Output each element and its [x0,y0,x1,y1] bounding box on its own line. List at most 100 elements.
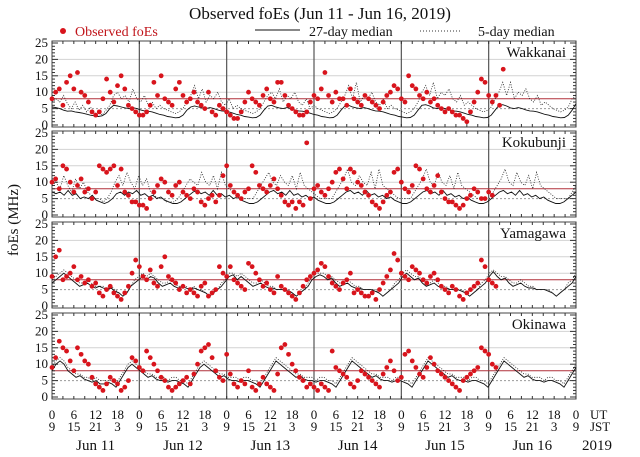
observed-point [129,270,135,276]
observed-point [468,287,473,292]
observed-point [220,173,226,179]
observed-point [311,93,317,98]
median5-line [51,80,577,116]
observed-point [464,374,470,380]
observed-point [369,99,375,105]
observed-point [297,112,302,118]
observed-point [428,189,433,195]
x-tick-label-jst: 3 [551,419,558,434]
y-tick-label: 15 [35,340,48,355]
observed-point [209,290,215,296]
observed-point [213,368,219,374]
observed-point [286,102,291,108]
observed-point [457,293,462,299]
observed-point [402,99,408,105]
observed-point [424,365,430,370]
observed-point [249,163,255,169]
median27-line [51,360,577,388]
observed-point [147,102,153,108]
observed-point [126,192,131,198]
observed-point [442,287,448,292]
observed-point [358,368,364,374]
observed-point [293,297,299,302]
observed-point [329,179,335,185]
observed-point [446,199,452,205]
day-label: Jun 11 [76,438,115,454]
x-tick-label-ut: 0 [485,407,492,422]
x-tick-label-ut: 6 [71,407,78,422]
observed-point [235,280,240,286]
observed-point [93,381,99,387]
observed-point [202,202,208,208]
observed-point [482,196,488,202]
observed-point [286,351,291,357]
observed-point [453,384,459,390]
observed-point [395,86,401,92]
observed-point [198,102,204,108]
observed-point [231,381,237,387]
observed-point [267,384,273,390]
observed-point [227,371,233,377]
observed-point [286,290,291,296]
observed-point [329,348,335,354]
observed-point [278,345,284,351]
observed-point [304,384,310,390]
observed-point [162,254,168,260]
observed-point [446,290,452,296]
observed-point [438,371,444,377]
observed-point [166,384,171,390]
observed-point [238,109,244,115]
observed-point [500,66,506,72]
observed-point [133,358,139,364]
x-tick-label-ut: 18 [548,407,561,422]
observed-point [227,112,233,118]
observed-point [169,192,175,198]
y-tick-label: 25 [35,125,48,140]
observed-point [169,388,175,393]
observed-point [293,109,299,115]
observed-point [147,196,153,202]
observed-point [377,206,382,211]
observed-point [333,169,339,175]
y-tick-label: 5 [42,373,49,388]
observed-point [435,277,441,283]
observed-point [82,189,88,195]
observed-point [355,99,361,105]
observed-point [282,93,288,98]
observed-point [126,378,131,383]
observed-point [93,280,99,286]
observed-point [260,93,266,98]
x-tick-label-ut: 12 [177,407,190,422]
observed-point [380,371,386,377]
observed-point [158,264,164,270]
observed-point [71,264,77,270]
observed-point [358,290,364,296]
observed-point [413,163,419,169]
observed-point [216,264,222,270]
observed-point [351,169,357,175]
observed-point [271,388,277,393]
y-tick-label: 10 [35,174,48,189]
observed-point [71,368,77,374]
observed-point [162,378,168,383]
observed-point [369,378,375,383]
observed-point [191,290,197,296]
observed-point [96,384,102,390]
observed-point [133,109,139,115]
observed-point [438,106,444,111]
observed-point [267,287,273,292]
x-tick-label-ut: 12 [89,407,102,422]
observed-point [431,96,437,102]
observed-point [417,371,422,377]
observed-point [428,355,433,361]
observed-point [420,374,426,380]
observed-point [75,277,80,283]
observed-point [271,99,277,105]
observed-point [238,378,244,383]
observed-point [184,192,190,198]
observed-point [409,264,415,270]
x-tick-label-jst: 21 [177,419,190,434]
observed-point [100,166,106,172]
observed-point [53,254,59,260]
x-tick-label-ut: 6 [158,407,165,422]
